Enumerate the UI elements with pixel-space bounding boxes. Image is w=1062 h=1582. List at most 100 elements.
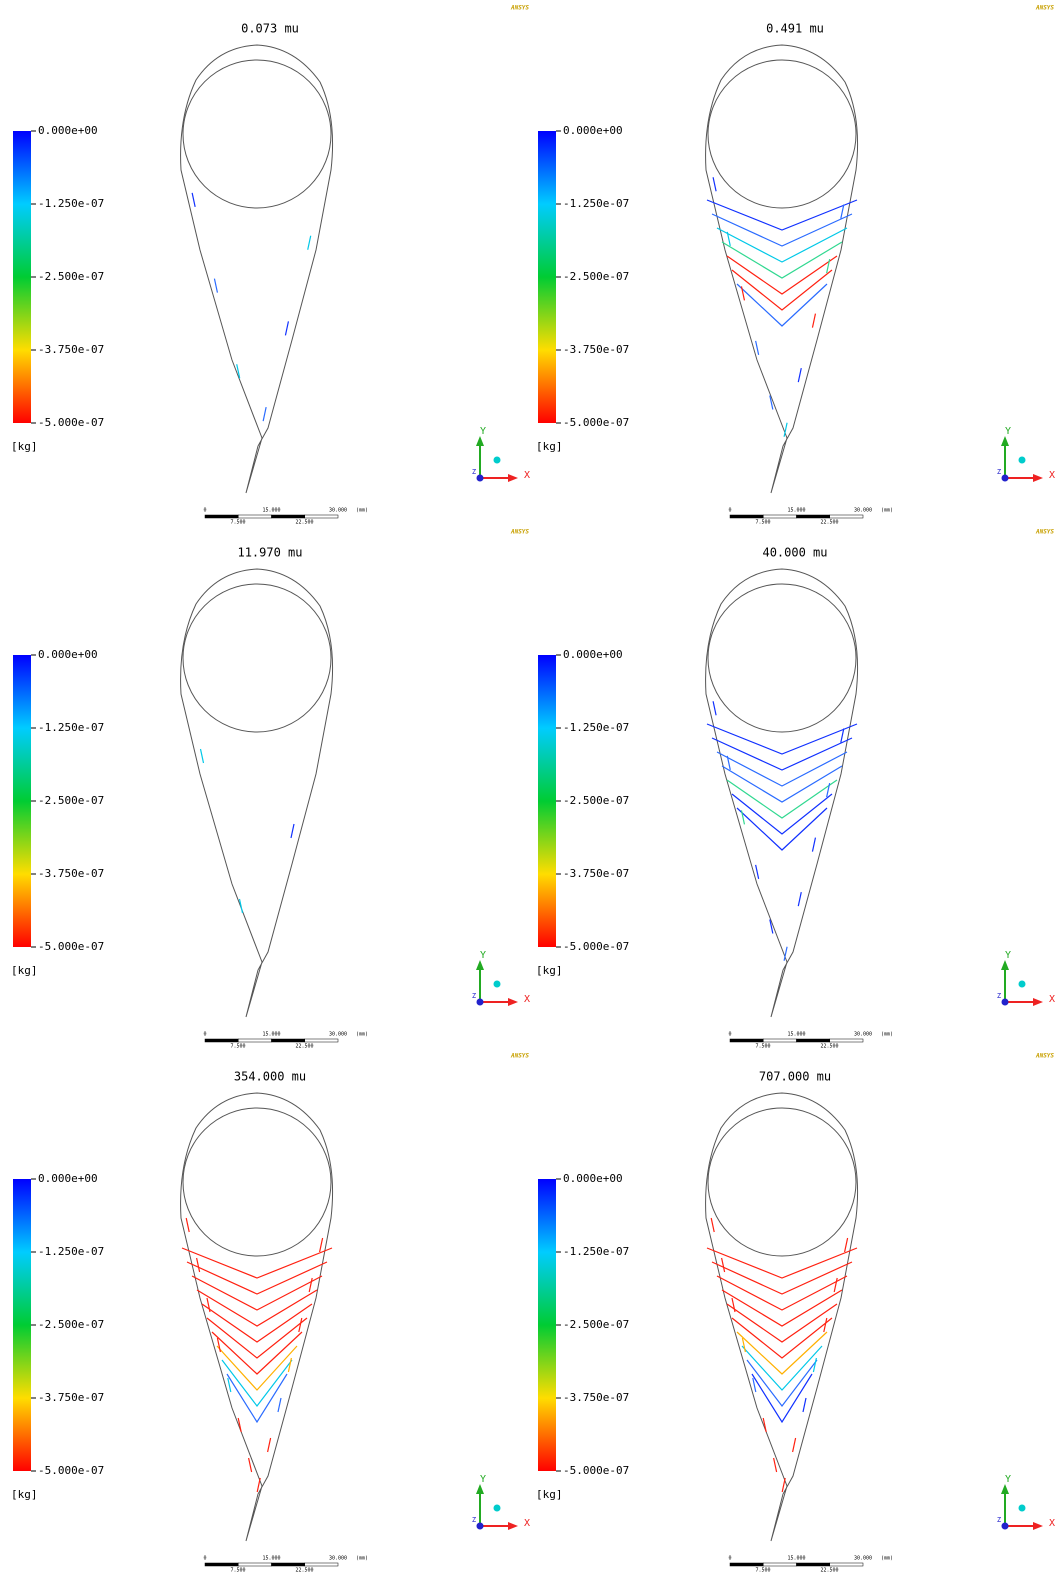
scale-label: 22.500 bbox=[820, 1568, 838, 1574]
scale-segment bbox=[830, 1039, 863, 1042]
contour-line bbox=[752, 1374, 812, 1422]
triad-z-label: Z bbox=[997, 992, 1001, 1000]
legend-unit: [kg] bbox=[536, 964, 563, 977]
scale-segment bbox=[238, 515, 271, 518]
contour-line bbox=[713, 177, 716, 191]
scale-segment bbox=[797, 515, 830, 518]
scale-unit: (mm) bbox=[356, 1032, 368, 1038]
legend-label: -1.250e-07 bbox=[38, 721, 104, 734]
contour-line bbox=[737, 1332, 827, 1374]
panel: 707.000 muANSYS0.000e+00-1.250e-07-2.500… bbox=[536, 1053, 1055, 1574]
scale-segment bbox=[305, 1563, 338, 1566]
panel: 0.073 muANSYS0.000e+00-1.250e-07-2.500e-… bbox=[11, 5, 530, 526]
contour-line bbox=[827, 259, 830, 273]
colorbar bbox=[538, 1179, 556, 1471]
contour-line bbox=[207, 1298, 210, 1312]
legend-label: -3.750e-07 bbox=[38, 1391, 104, 1404]
scale-unit: (mm) bbox=[881, 1556, 893, 1562]
contour-line bbox=[737, 284, 827, 326]
legend-label: -1.250e-07 bbox=[38, 1245, 104, 1258]
logo: ANSYS bbox=[1035, 1053, 1054, 1060]
triad-x-label: X bbox=[524, 470, 530, 481]
outline bbox=[706, 1093, 858, 1541]
scale-label: 22.500 bbox=[295, 1044, 313, 1050]
triad-y-label: Y bbox=[1005, 950, 1011, 961]
scale-label: 22.500 bbox=[295, 1568, 313, 1574]
triad-origin bbox=[1002, 1523, 1009, 1530]
triad-origin bbox=[477, 475, 484, 482]
outline bbox=[706, 45, 858, 493]
contour-line bbox=[812, 314, 815, 328]
triad-x-label: X bbox=[524, 1518, 530, 1529]
contour-line bbox=[197, 1290, 317, 1326]
scale-label: 0 bbox=[728, 1556, 731, 1562]
contour-line bbox=[798, 892, 801, 906]
scale-label: 22.500 bbox=[820, 1044, 838, 1050]
scale-label: 30.000 bbox=[854, 1556, 872, 1562]
contour-line bbox=[824, 1318, 827, 1332]
scale-label: 30.000 bbox=[854, 508, 872, 514]
legend-unit: [kg] bbox=[536, 440, 563, 453]
triad-y-head bbox=[476, 436, 484, 446]
logo: ANSYS bbox=[510, 529, 529, 536]
legend-unit: [kg] bbox=[11, 440, 38, 453]
legend-label: -3.750e-07 bbox=[38, 867, 104, 880]
triad-z-label: Z bbox=[997, 468, 1001, 476]
legend-label: -2.500e-07 bbox=[38, 270, 104, 283]
scale-unit: (mm) bbox=[881, 1032, 893, 1038]
legend-label: 0.000e+00 bbox=[563, 648, 623, 661]
scale-segment bbox=[205, 1039, 238, 1042]
scale-label: 30.000 bbox=[329, 508, 347, 514]
colorbar bbox=[538, 131, 556, 423]
contour-line bbox=[182, 1248, 332, 1278]
triad-x-label: X bbox=[1049, 470, 1055, 481]
scale-label: 7.500 bbox=[755, 1568, 770, 1574]
triad-sphere bbox=[1019, 457, 1026, 464]
triad-z-label: Z bbox=[472, 992, 476, 1000]
logo: ANSYS bbox=[510, 5, 529, 12]
contour-line bbox=[263, 407, 266, 421]
triad-y-head bbox=[1001, 436, 1009, 446]
figure: 0.073 muANSYS0.000e+00-1.250e-07-2.500e-… bbox=[0, 0, 1062, 1578]
colorbar bbox=[13, 1179, 31, 1471]
contour-line bbox=[827, 783, 830, 797]
legend-label: -5.000e-07 bbox=[38, 940, 104, 953]
pipe bbox=[183, 1108, 331, 1256]
legend-label: -2.500e-07 bbox=[563, 1318, 629, 1331]
contour-line bbox=[713, 701, 716, 715]
legend-label: -1.250e-07 bbox=[563, 197, 629, 210]
legend-unit: [kg] bbox=[536, 1488, 563, 1501]
scale-unit: (mm) bbox=[356, 508, 368, 514]
triad-origin bbox=[1002, 999, 1009, 1006]
contour-line bbox=[227, 1374, 287, 1422]
scale-segment bbox=[797, 1563, 830, 1566]
triad-y-label: Y bbox=[480, 950, 486, 961]
scale-label: 7.500 bbox=[755, 1044, 770, 1050]
contour-line bbox=[774, 1458, 777, 1472]
contour-line bbox=[201, 749, 204, 763]
legend-label: -2.500e-07 bbox=[38, 794, 104, 807]
legend-label: 0.000e+00 bbox=[38, 124, 98, 137]
panel-title: 40.000 mu bbox=[762, 546, 827, 560]
triad-y-head bbox=[476, 960, 484, 970]
outline bbox=[706, 569, 858, 1017]
outline bbox=[181, 1093, 333, 1541]
legend-unit: [kg] bbox=[11, 964, 38, 977]
panel-title: 0.491 mu bbox=[766, 22, 824, 36]
contour-line bbox=[197, 1258, 200, 1272]
legend-label: 0.000e+00 bbox=[563, 1172, 623, 1185]
scale-unit: (mm) bbox=[881, 508, 893, 514]
scale-segment bbox=[763, 1563, 796, 1566]
triad-sphere bbox=[494, 1505, 501, 1512]
contour-line bbox=[732, 794, 832, 834]
triad-sphere bbox=[1019, 1505, 1026, 1512]
scale-label: 7.500 bbox=[230, 520, 245, 526]
contour-line bbox=[299, 1318, 302, 1332]
triad-x-head bbox=[508, 1522, 518, 1530]
contour-line bbox=[249, 1458, 252, 1472]
legend-label: -2.500e-07 bbox=[563, 794, 629, 807]
scale-segment bbox=[205, 1563, 238, 1566]
contour-line bbox=[717, 228, 847, 262]
legend-label: -2.500e-07 bbox=[38, 1318, 104, 1331]
scale-segment bbox=[272, 1563, 305, 1566]
